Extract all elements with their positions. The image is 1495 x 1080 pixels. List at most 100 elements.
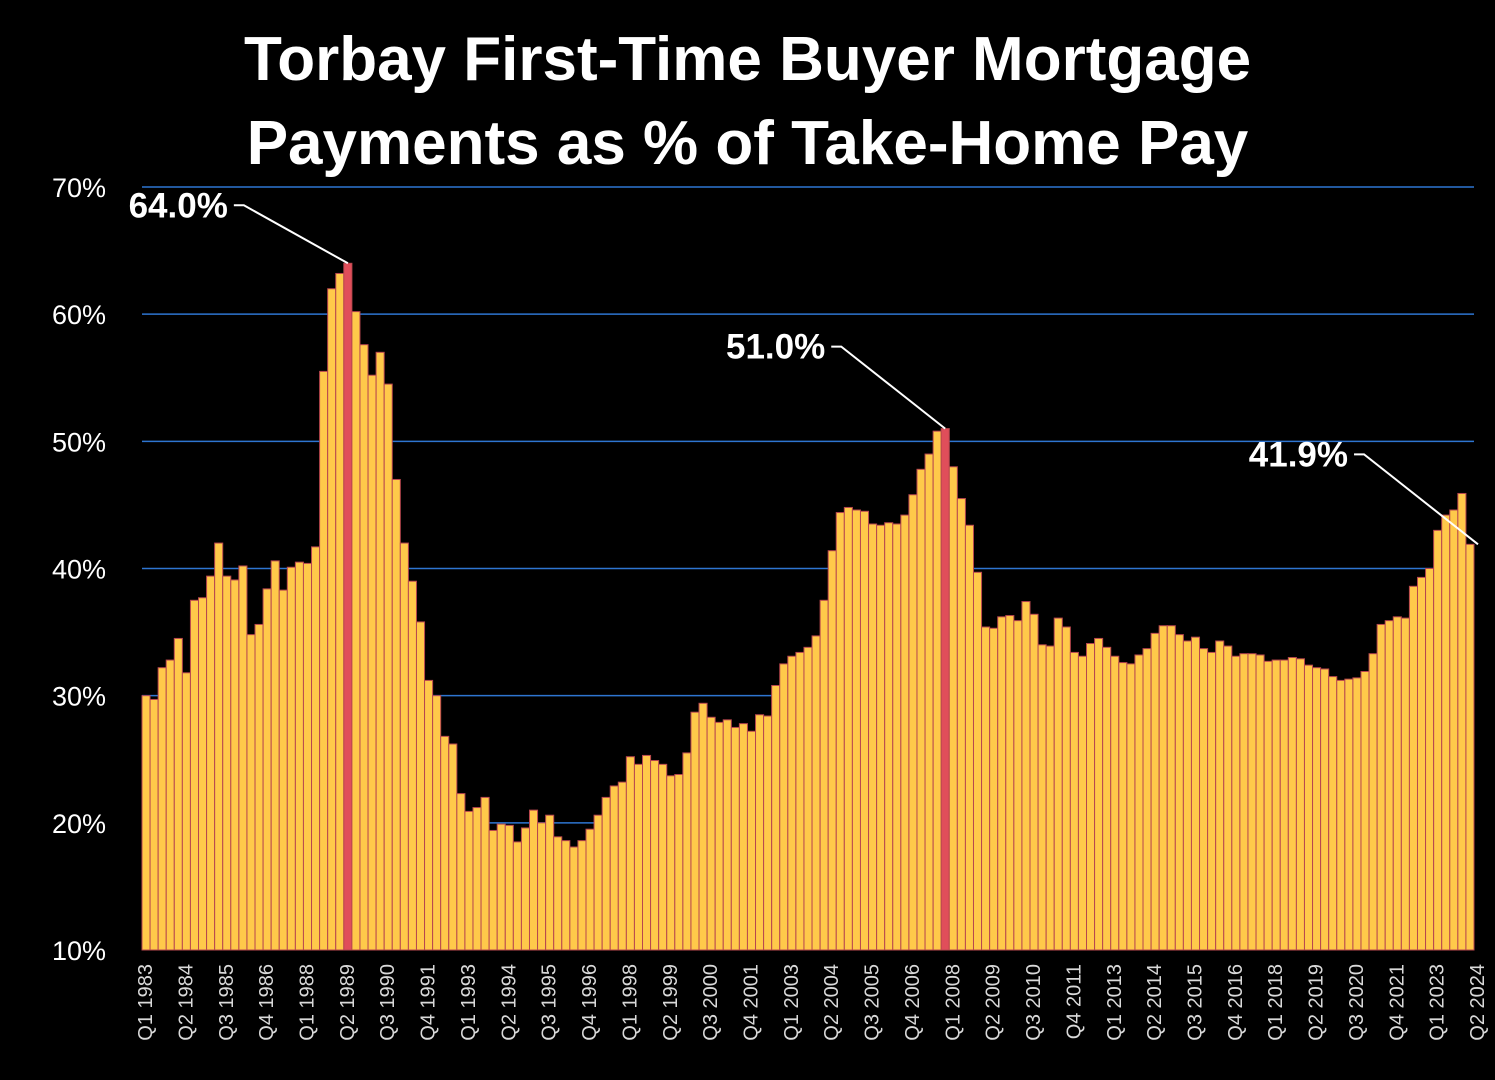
bar [916, 468, 926, 951]
bar [779, 663, 789, 951]
bar [1142, 648, 1152, 951]
bar [981, 626, 991, 951]
bar [302, 562, 313, 951]
bar [1134, 654, 1144, 951]
bar [319, 370, 329, 951]
bar [561, 840, 571, 951]
bar [149, 698, 159, 951]
bar [811, 635, 821, 951]
bar [1425, 568, 1435, 951]
bar [424, 679, 434, 951]
bar [286, 566, 296, 951]
bar [843, 506, 853, 951]
bar [464, 810, 474, 951]
bar [997, 616, 1007, 951]
x-tick-label: Q1 2013 [1104, 964, 1126, 1041]
bar [989, 627, 999, 951]
bar [553, 836, 563, 951]
bar [658, 763, 668, 951]
bar [1255, 654, 1265, 951]
bar [189, 599, 200, 951]
bar [545, 814, 555, 951]
annotation-leader-line [1354, 453, 1479, 546]
bar [1239, 653, 1249, 951]
x-tick-label: Q3 1985 [216, 964, 238, 1041]
bar [472, 807, 482, 951]
bar [1344, 678, 1354, 951]
chart-title-line-2: Payments as % of Take-Home Pay [246, 109, 1249, 178]
bar [206, 575, 216, 951]
bar [964, 524, 974, 951]
bar [1392, 616, 1402, 951]
x-tick-label: Q1 1998 [619, 964, 641, 1041]
bar [407, 580, 417, 951]
bar [415, 621, 426, 951]
bar [1045, 645, 1055, 951]
x-tick-label: Q3 2020 [1346, 964, 1368, 1041]
bar [787, 655, 797, 951]
x-tick-label: Q3 2000 [700, 964, 722, 1041]
bar [214, 542, 224, 951]
x-tick-label: Q1 2008 [942, 964, 964, 1041]
bar [1166, 625, 1176, 951]
bar [1457, 492, 1467, 951]
x-tick-label: Q2 2019 [1306, 964, 1328, 1041]
bar [1158, 625, 1168, 951]
bar [956, 498, 966, 951]
bar [948, 466, 958, 951]
bar [1013, 620, 1023, 951]
bar [972, 571, 983, 951]
bar [1077, 655, 1088, 951]
y-tick-label: 30% [52, 682, 106, 712]
bar [496, 823, 506, 951]
bar [1207, 651, 1217, 951]
bar [1102, 646, 1112, 951]
annotations: 64.0% 51.0% 41.9% [129, 186, 1479, 546]
x-tick-label: Q4 2021 [1386, 964, 1408, 1041]
bar [528, 809, 539, 951]
bar [432, 695, 442, 951]
bar [633, 763, 644, 951]
bar [1126, 663, 1136, 951]
bar [1118, 662, 1128, 951]
bar [383, 383, 393, 951]
bar [755, 714, 765, 951]
bar [1061, 626, 1071, 951]
bar [650, 760, 660, 951]
bar [569, 846, 579, 951]
x-tick-label: Q4 2011 [1063, 964, 1085, 1039]
bar [1069, 651, 1079, 951]
bar [1223, 645, 1233, 951]
bar [771, 684, 781, 951]
bar [1303, 664, 1314, 951]
y-tick-label: 70% [52, 173, 106, 203]
annotation-label: 64.0% [129, 186, 228, 225]
bar [141, 695, 151, 951]
bar [1449, 509, 1459, 951]
bar [900, 514, 910, 951]
bar [1271, 659, 1281, 951]
bar [1199, 648, 1209, 951]
bar [1021, 601, 1031, 951]
bar [480, 796, 490, 951]
bar [940, 428, 950, 951]
bar [682, 752, 692, 951]
bar [1441, 514, 1451, 951]
bar [1174, 634, 1184, 951]
bar [294, 561, 304, 951]
bar [835, 512, 845, 951]
bar [1408, 585, 1418, 951]
bar [246, 634, 256, 951]
bar [1336, 679, 1346, 951]
x-tick-label: Q1 1988 [297, 964, 319, 1041]
bar [908, 494, 918, 951]
bar [593, 814, 603, 951]
bar [577, 840, 587, 951]
bar [1182, 640, 1192, 951]
bar [254, 623, 264, 951]
x-tick-label: Q4 2006 [902, 964, 924, 1041]
bar [1400, 617, 1410, 951]
y-tick-label: 20% [52, 809, 106, 839]
x-tick-label: Q2 2014 [1144, 964, 1166, 1041]
